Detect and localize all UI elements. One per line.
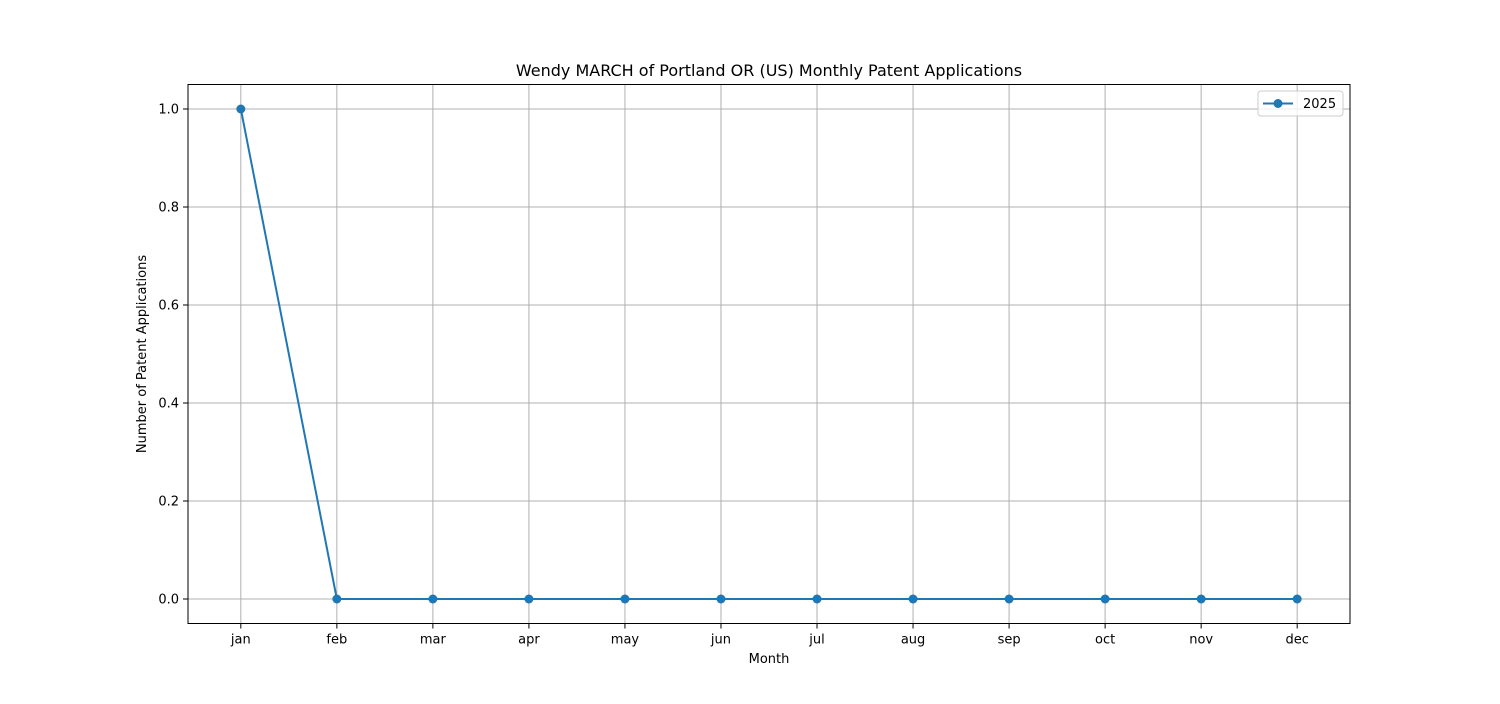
data-point-sep: [1005, 595, 1014, 604]
x-tick-label-may: may: [611, 633, 640, 648]
y-tick-label: 0.2: [158, 495, 179, 510]
y-tick-label: 0.6: [158, 299, 179, 314]
x-tick-label-feb: feb: [326, 633, 347, 648]
x-axis-ticks: jan feb mar apr may jun jul aug sep oct nov dec: [230, 624, 1309, 648]
data-point-may: [620, 595, 629, 604]
x-tick-label-nov: nov: [1189, 633, 1213, 648]
x-tick-label-dec: dec: [1285, 633, 1308, 648]
series-line-2025: [241, 109, 1297, 599]
y-tick-label: 1.0: [158, 103, 179, 118]
data-point-jan: [236, 105, 245, 114]
data-point-feb: [332, 595, 341, 604]
chart-title: Wendy MARCH of Portland OR (US) Monthly …: [516, 61, 1022, 80]
data-point-nov: [1197, 595, 1206, 604]
y-axis-label: Number of Patent Applications: [135, 255, 150, 453]
series-layer: [236, 105, 1301, 604]
data-point-jun: [716, 595, 725, 604]
data-point-jul: [813, 595, 822, 604]
x-tick-label-jan: jan: [230, 633, 251, 648]
data-point-apr: [524, 595, 533, 604]
x-axis-label: Month: [749, 652, 790, 667]
x-tick-label-sep: sep: [998, 633, 1021, 648]
legend-marker-swatch: [1274, 99, 1283, 108]
plot-area-frame: [188, 85, 1350, 624]
x-tick-label-apr: apr: [518, 633, 540, 648]
data-point-dec: [1293, 595, 1302, 604]
x-tick-label-mar: mar: [420, 633, 447, 648]
legend: 2025: [1258, 91, 1343, 116]
data-point-aug: [909, 595, 918, 604]
x-tick-label-aug: aug: [901, 633, 925, 648]
legend-label-2025: 2025: [1303, 97, 1336, 112]
grid: [188, 85, 1350, 624]
y-axis-ticks: 0.0 0.2 0.4 0.6 0.8 1.0: [158, 103, 188, 608]
data-point-mar: [428, 595, 437, 604]
x-tick-label-jul: jul: [808, 633, 824, 648]
y-tick-label: 0.8: [158, 201, 179, 216]
x-tick-label-oct: oct: [1095, 633, 1115, 648]
y-tick-label: 0.0: [158, 593, 179, 608]
x-tick-label-jun: jun: [710, 633, 731, 648]
y-tick-label: 0.4: [158, 397, 179, 412]
data-point-oct: [1101, 595, 1110, 604]
